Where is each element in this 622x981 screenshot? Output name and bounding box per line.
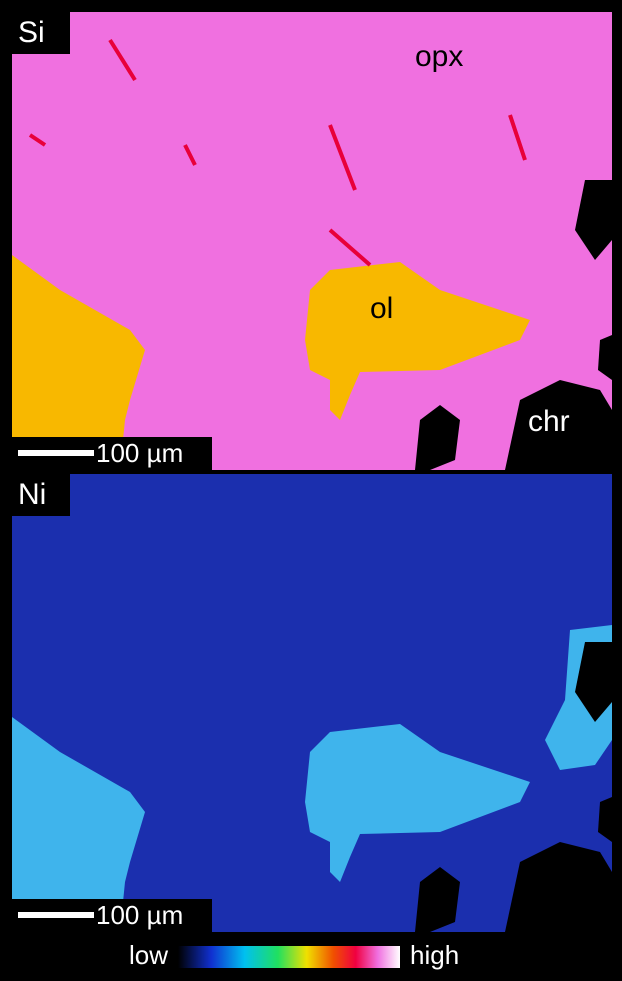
colorbar: low high [129, 940, 459, 970]
figure: Si opx ol chr 100 µm Ni 100 µm low high [0, 0, 622, 976]
colorbar-high: high [410, 940, 459, 970]
ni-panel: Ni 100 µm [12, 474, 612, 932]
scale-label: 100 µm [96, 900, 183, 930]
element-label: Ni [18, 478, 46, 511]
element-label: Si [18, 16, 45, 49]
scale-label: 100 µm [96, 438, 183, 468]
si-panel: Si opx ol chr 100 µm [12, 12, 612, 470]
colorbar-gradient [178, 946, 400, 968]
mineral-label: opx [415, 40, 463, 73]
mineral-label: chr [528, 405, 570, 438]
colorbar-low: low [129, 940, 168, 970]
mineral-label: ol [370, 292, 393, 325]
